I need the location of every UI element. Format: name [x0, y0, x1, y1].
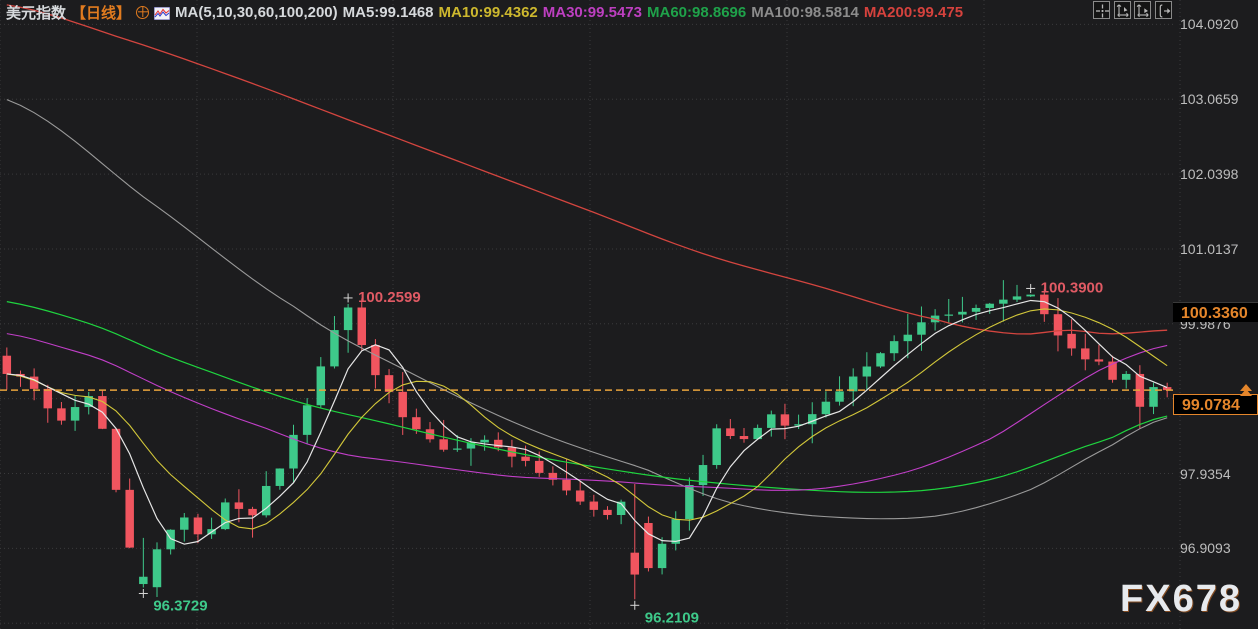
- svg-text:96.3729: 96.3729: [153, 597, 207, 614]
- svg-text:100.3900: 100.3900: [1041, 279, 1104, 296]
- svg-text:100.2599: 100.2599: [358, 289, 421, 306]
- svg-text:96.2109: 96.2109: [645, 609, 699, 626]
